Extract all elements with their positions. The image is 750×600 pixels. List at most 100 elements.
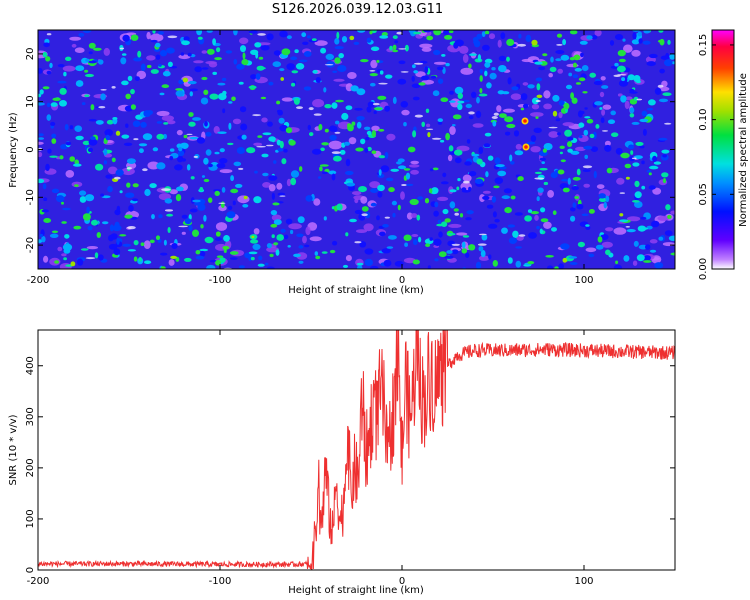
spectrogram-peak (203, 89, 209, 96)
spectrogram-speckle (181, 214, 188, 219)
spectrogram-speckle (183, 36, 190, 42)
spectrogram-speckle (61, 201, 64, 205)
spectrogram-speckle (670, 210, 675, 215)
spectrogram-speckle (187, 52, 192, 57)
spectrogram-speckle (281, 97, 294, 102)
spectrogram-speckle (491, 67, 496, 71)
spectrogram-speckle (498, 55, 507, 62)
spectrogram-speckle (535, 77, 543, 82)
spectrogram-peak (378, 128, 385, 132)
spectrogram-speckle (159, 92, 165, 96)
spectrogram-speckle (189, 208, 198, 213)
spectrogram-speckle (468, 171, 477, 177)
snr-x-tick-label: 0 (399, 576, 405, 587)
spectrogram-speckle (477, 243, 487, 246)
spectrogram-speckle (296, 233, 304, 238)
spectrogram-speckle (95, 120, 104, 125)
colorbar-tick-label: 0.15 (698, 34, 709, 56)
spectrogram-speckle (166, 213, 174, 217)
spectrogram-speckle (355, 147, 364, 152)
spectrogram-speckle (116, 237, 120, 245)
spectrogram-speckle (206, 264, 216, 269)
spectrogram-speckle (346, 182, 356, 187)
spectrogram-speckle (236, 63, 245, 70)
spectrogram-speckle (581, 65, 589, 72)
spectrogram-speckle (65, 141, 72, 146)
spectrogram-speckle (285, 218, 293, 225)
spectrogram-speckle (100, 193, 104, 197)
spectrogram-speckle (169, 189, 178, 195)
spectrogram-speckle (513, 130, 520, 137)
spectrogram-speckle (238, 167, 244, 170)
spectrogram-speckle (635, 80, 641, 84)
spectrogram-peak (280, 77, 285, 81)
spectrogram-speckle (515, 260, 522, 268)
spectrogram-speckle (438, 78, 444, 84)
spectrogram-speckle (607, 119, 616, 124)
spectrogram-speckle (113, 248, 121, 256)
spectrogram-speckle (261, 153, 269, 158)
spectrogram-speckle (488, 33, 496, 40)
spectrogram-speckle (216, 47, 221, 53)
spectrogram-speckle (138, 143, 148, 147)
spectrogram-speckle (293, 253, 301, 258)
spectrogram-speckle (403, 122, 407, 127)
spectrogram-speckle (279, 30, 288, 38)
spectrogram-speckle (369, 265, 379, 269)
spectrogram-speckle (478, 146, 484, 154)
spectrogram-speckle (560, 54, 570, 61)
spectrogram-peak (426, 35, 434, 41)
spectrogram-speckle (478, 93, 488, 97)
spectrogram-speckle (161, 188, 171, 192)
spectrogram-speckle (174, 164, 183, 171)
spectrogram-peak (215, 231, 221, 237)
spectrogram-peak (270, 223, 278, 228)
spectrogram-speckle (329, 249, 336, 254)
spectrogram-speckle (248, 85, 257, 89)
colorbar-tick-label: 0.10 (698, 108, 709, 130)
spectrogram-speckle (659, 68, 665, 74)
spectrogram-speckle (604, 140, 611, 147)
spectrogram-speckle (38, 151, 43, 158)
spectrogram-speckle (595, 244, 604, 250)
spectrogram-speckle (146, 31, 151, 40)
spectrogram-speckle (49, 155, 58, 158)
spectrogram-speckle (38, 102, 45, 106)
spectrogram-peak (243, 195, 248, 200)
spectrogram-speckle (461, 248, 468, 254)
spectrogram-peak (625, 176, 630, 180)
spectrogram-peak (557, 169, 565, 175)
spectrogram-speckle (454, 149, 463, 156)
spectrogram-speckle (662, 154, 667, 158)
spectrogram-speckle (168, 259, 175, 266)
spectrogram-speckle (107, 185, 113, 193)
spectrogram-speckle (85, 73, 94, 78)
spectrogram-speckle (341, 36, 348, 43)
spectrogram-speckle (507, 77, 512, 85)
spectrogram-speckle (598, 193, 606, 199)
spectrogram-speckle (605, 195, 610, 202)
spectrogram-speckle (218, 205, 227, 212)
spectrogram-speckle (319, 164, 329, 167)
spectrogram-speckle (571, 186, 579, 191)
spectrogram-speckle (126, 158, 136, 165)
spectrogram-speckle (356, 116, 365, 121)
spectrogram-speckle (38, 137, 44, 140)
spectrogram-speckle (670, 252, 675, 256)
spectrogram-speckle (409, 198, 419, 206)
spectrogram-speckle (333, 155, 342, 162)
spectrogram-speckle (285, 127, 293, 134)
spectrogram-speckle (283, 148, 288, 153)
spectrogram-speckle (512, 230, 519, 238)
spectrogram-speckle (286, 178, 292, 187)
spectrogram-speckle (103, 160, 107, 165)
spectrogram-speckle (103, 148, 108, 156)
spectrogram-speckle (669, 54, 675, 60)
spectrogram-speckle (442, 172, 447, 178)
spectrogram-speckle (161, 115, 174, 122)
spectrogram-speckle (230, 257, 238, 260)
spectrogram-blobs (38, 30, 675, 269)
spectrogram-speckle (194, 202, 202, 206)
spectrogram-speckle (273, 242, 279, 246)
spectrogram-speckle (471, 91, 477, 99)
